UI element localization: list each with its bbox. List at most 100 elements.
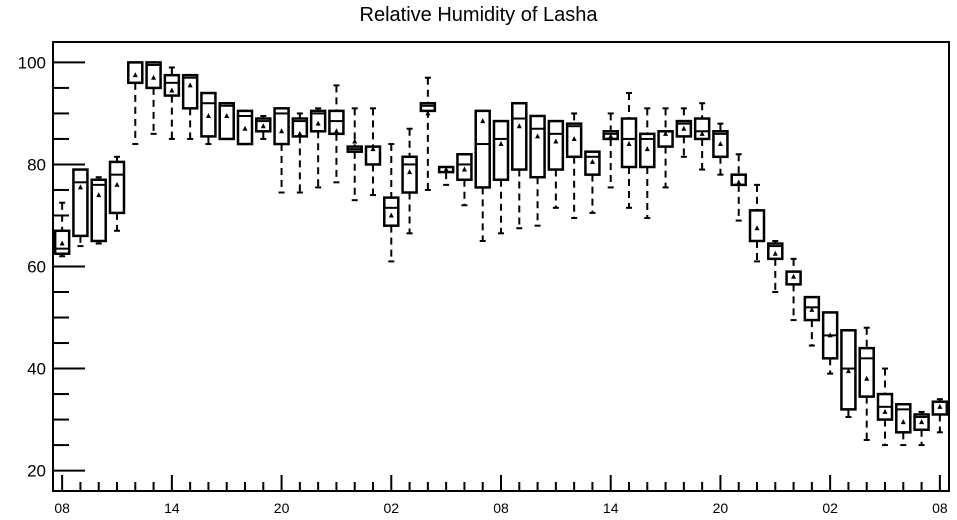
x-tick-label: 08 (54, 500, 70, 516)
mean-marker (608, 133, 614, 139)
box-16 (346, 107, 363, 202)
mean-marker (699, 130, 705, 136)
box-series (53, 61, 949, 447)
box-iqr (529, 114, 546, 179)
mean-marker (864, 375, 870, 381)
mean-marker (681, 125, 687, 131)
box-36 (712, 122, 729, 176)
mean-marker (205, 112, 211, 118)
y-tick-label: 60 (27, 258, 46, 277)
box-iqr (492, 119, 510, 182)
box-40 (785, 257, 802, 322)
box-20 (419, 76, 437, 191)
box-iqr (858, 346, 875, 398)
mean-marker (626, 141, 632, 147)
x-tick-label: 08 (493, 500, 509, 516)
box-iqr (474, 109, 491, 189)
mean-marker (59, 240, 65, 246)
x-tick-label: 14 (603, 500, 619, 516)
mean-marker (589, 158, 595, 164)
mean-marker (169, 87, 175, 93)
box-iqr (90, 178, 107, 243)
box-35 (693, 102, 711, 171)
box-4 (127, 61, 144, 146)
mean-marker (425, 110, 431, 116)
mean-marker (297, 130, 303, 136)
box-iqr (895, 403, 912, 434)
box-9 (218, 101, 235, 141)
x-tick-label: 20 (274, 500, 290, 516)
box-12 (273, 107, 290, 194)
box-34 (675, 107, 693, 158)
box-iqr (72, 168, 89, 238)
box-18 (383, 143, 400, 263)
box-iqr (511, 101, 528, 171)
mean-marker (114, 181, 120, 187)
box-5 (145, 61, 162, 135)
mean-marker (937, 403, 943, 409)
box-6 (163, 66, 181, 140)
mean-marker (791, 273, 797, 279)
mean-marker (242, 125, 248, 131)
y-tick-label: 40 (27, 360, 46, 379)
mean-marker (663, 130, 669, 136)
box-iqr (383, 196, 400, 227)
box-iqr (218, 101, 235, 141)
mean-marker (498, 141, 504, 147)
mean-marker (279, 128, 285, 134)
mean-marker (516, 123, 522, 129)
mean-marker (919, 419, 925, 425)
box-iqr (401, 155, 418, 194)
box-48 (931, 398, 949, 434)
box-15 (328, 84, 345, 184)
mean-marker (224, 112, 230, 118)
box-46 (895, 403, 912, 447)
box-0 (53, 201, 71, 258)
box-38 (748, 183, 766, 263)
mean-marker (809, 306, 815, 312)
mean-marker (370, 146, 376, 152)
box-42 (821, 311, 839, 375)
box-iqr (108, 160, 126, 215)
mean-marker (407, 169, 413, 175)
box-13 (291, 112, 309, 194)
box-iqr (328, 109, 345, 136)
mean-marker (388, 212, 394, 218)
mean-marker (96, 192, 102, 198)
mean-marker (900, 419, 906, 425)
y-tick-label: 80 (27, 155, 46, 174)
mean-marker (717, 141, 723, 147)
box-10 (236, 109, 254, 146)
box-14 (309, 107, 327, 189)
box-8 (200, 91, 217, 146)
mean-marker (644, 146, 650, 152)
box-22 (456, 153, 473, 207)
box-21 (437, 165, 455, 186)
box-23 (474, 109, 491, 242)
mean-marker (461, 166, 467, 172)
x-tick-label: 08 (932, 500, 948, 516)
chart-title: Relative Humidity of Lasha (359, 4, 598, 26)
mean-marker (260, 123, 266, 129)
box-43 (840, 329, 857, 419)
mean-marker (772, 250, 778, 256)
box-30 (602, 112, 619, 189)
mean-marker (480, 118, 486, 124)
box-17 (364, 107, 382, 197)
box-32 (639, 107, 656, 220)
box-24 (492, 119, 510, 235)
mean-marker (333, 128, 339, 134)
x-axis: 08 14 20 02 08 14 20 02 08 (54, 475, 948, 516)
mean-marker (132, 72, 138, 78)
mean-marker (352, 138, 358, 144)
y-tick-label: 20 (27, 462, 46, 481)
box-iqr (419, 101, 437, 113)
box-1 (72, 168, 89, 248)
box-19 (401, 127, 418, 235)
box-28 (565, 112, 583, 220)
mean-marker (553, 138, 559, 144)
box-7 (181, 73, 199, 140)
mean-marker (77, 184, 83, 190)
